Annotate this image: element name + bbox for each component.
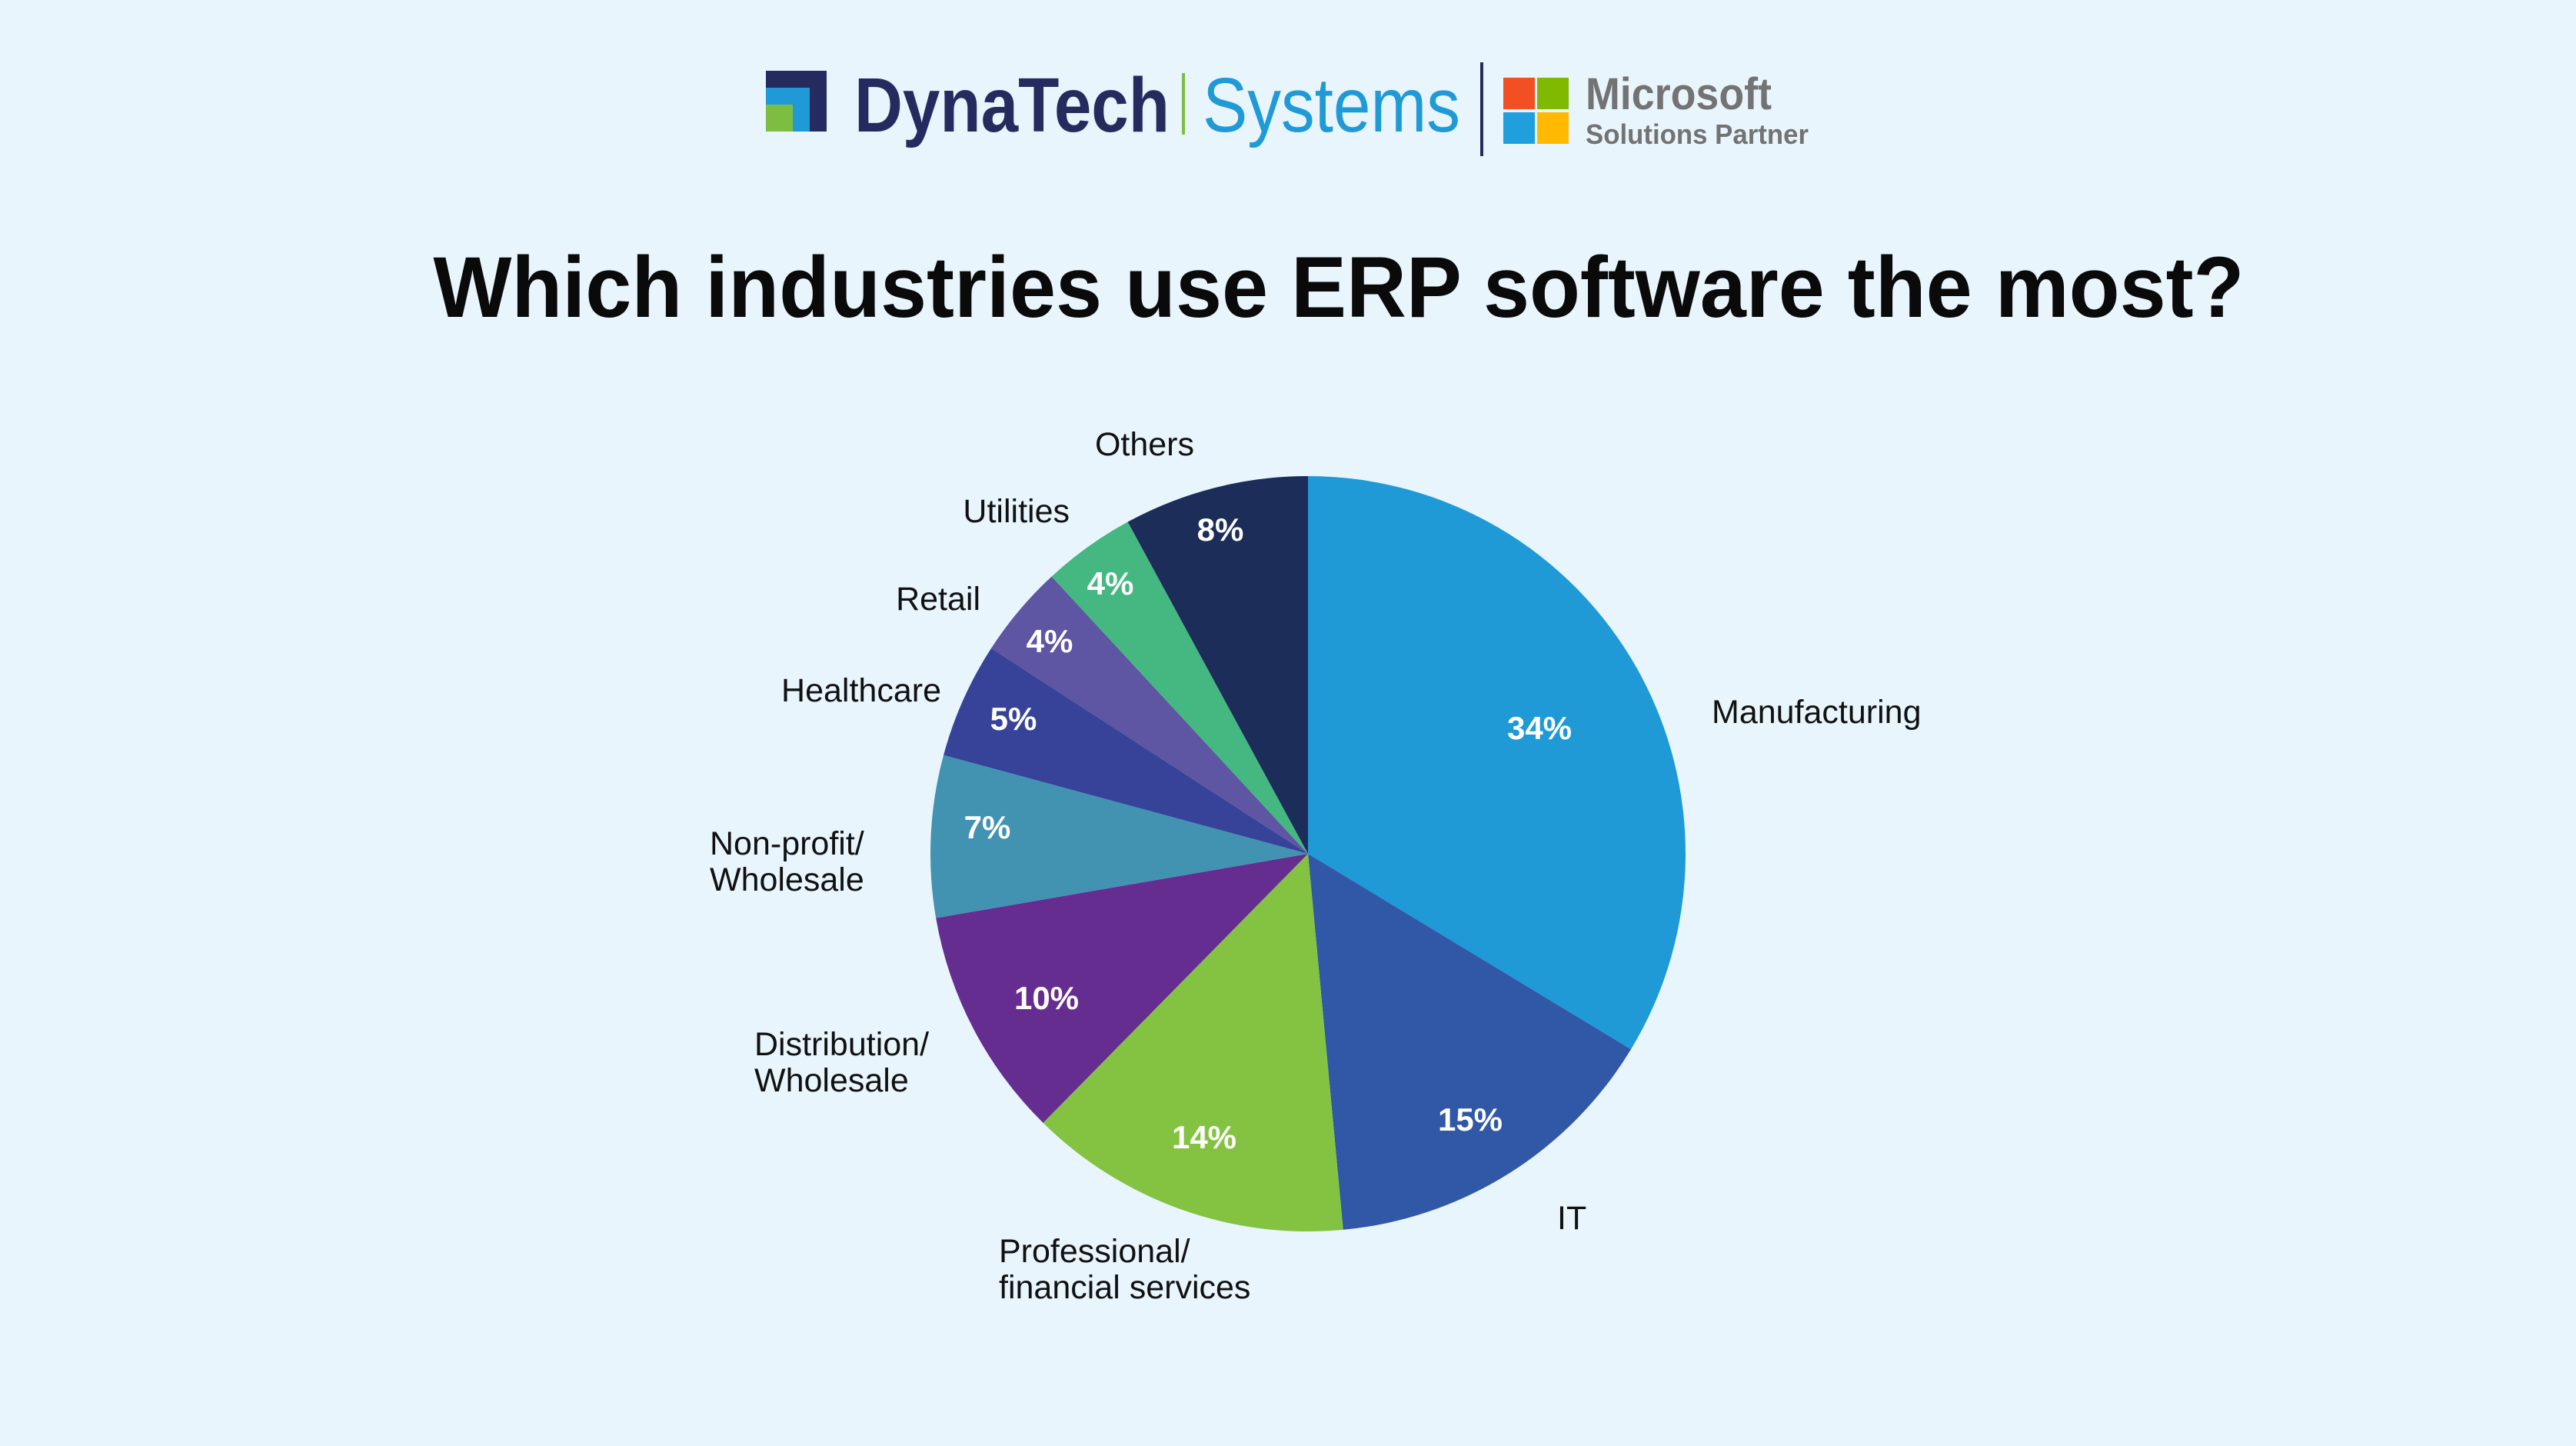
pie-slice-professional-financial-services — [1043, 854, 1343, 1231]
category-label: Healthcare — [781, 672, 941, 709]
data-label: 8% — [1197, 511, 1244, 548]
brand-name-light: Systems — [1203, 62, 1460, 148]
pie-slice-retail — [991, 576, 1308, 854]
pie-slice-healthcare — [944, 648, 1308, 854]
category-label: Manufacturing — [1712, 694, 1922, 731]
data-label: 15% — [1438, 1101, 1503, 1138]
data-label: 4% — [1027, 623, 1073, 659]
data-label: 4% — [1087, 565, 1134, 601]
category-label: Utilities — [963, 493, 1070, 530]
pie-labels: 34% Manufacturing 15% IT 14% Professional/fin… — [710, 426, 1922, 1306]
pie-slice-distribution-wholesale — [936, 854, 1308, 1123]
pie-slice-manufacturing — [1308, 476, 1686, 1050]
category-label: IT — [1557, 1200, 1586, 1237]
logo-divider — [1480, 62, 1483, 156]
pie-chart — [930, 476, 1686, 1231]
chart-title: Which industries use ERP software the mo… — [434, 239, 2245, 335]
brand-name-bold: DynaTech — [854, 62, 1170, 148]
category-label: Distribution/Wholesale — [754, 1026, 929, 1099]
data-label: 10% — [1014, 980, 1079, 1016]
partner-line1: Microsoft — [1586, 69, 1772, 119]
category-label: Non-profit/Wholesale — [710, 825, 864, 898]
microsoft-logo-icon — [1503, 78, 1569, 144]
data-label: 7% — [964, 809, 1011, 845]
pie-slice-it — [1308, 854, 1632, 1230]
data-label: 14% — [1172, 1119, 1236, 1155]
category-label: Others — [1095, 426, 1194, 463]
pie-slice-utilities — [1051, 521, 1308, 854]
data-label: 34% — [1507, 710, 1572, 746]
partner-line2: Solutions Partner — [1586, 118, 1809, 150]
dynatech-logo: DynaTech Systems — [766, 62, 1483, 156]
pie-slice-others — [1127, 476, 1308, 854]
dynatech-logo-mark-icon — [766, 71, 827, 132]
pie-slice-non-profit-wholesale — [930, 755, 1308, 918]
microsoft-partner-badge: Microsoft Solutions Partner — [1503, 69, 1809, 150]
data-label: 5% — [990, 701, 1037, 737]
category-label: Professional/financial services — [999, 1233, 1250, 1306]
category-label: Retail — [896, 581, 980, 618]
brand-separator — [1182, 73, 1185, 135]
